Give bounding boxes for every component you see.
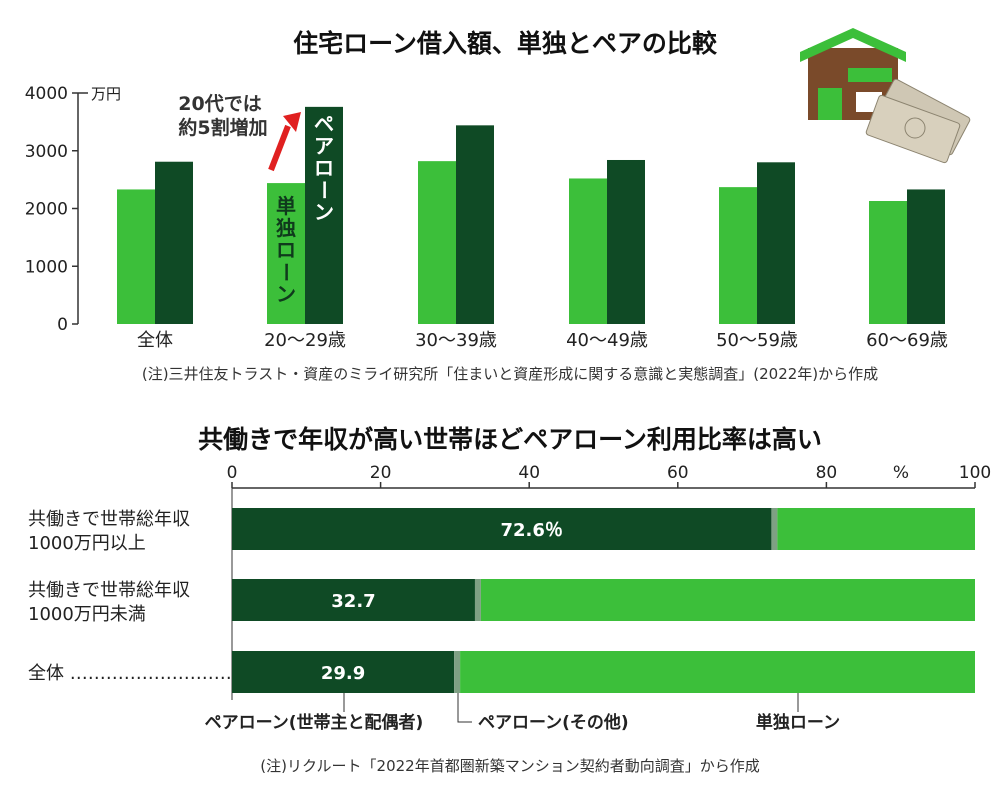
bar-pair-other [771,508,778,550]
banknote-seal [904,117,926,139]
annotation-line2: 約5割増加 [178,116,267,139]
x-category-label: 40～49歳 [566,330,648,351]
bar-single-loan [267,183,305,324]
series-label-char: ー [312,180,336,200]
x-tick-label: 0 [227,463,238,483]
row-label: 共働きで世帯総年収 [28,509,190,530]
bar-pair-loan [757,162,795,324]
series-label-char: ロ [314,156,334,180]
bar-single-loan [117,189,155,324]
bar-value-label: 29.9 [321,663,365,684]
series-label-single: 単独ローン [274,194,298,306]
bar-value-label: 32.7 [331,591,375,612]
chart2-source-note: (注)リクルート「2022年首都圏新築マンション契約者動向調査」から作成 [260,757,759,775]
house-roof [800,28,906,62]
y-tick-label: 0 [57,315,68,335]
x-category-label: 20～29歳 [264,330,346,351]
row-label: 全体 ……………………… [28,663,232,684]
bar-pair-loan [456,125,494,324]
series-label-pair: ペアローン [312,112,336,224]
chart1-axes: 4000 3000 2000 1000 0 万円 [25,84,121,335]
bar-pair-other [474,579,481,621]
bar-single-loan [418,161,456,324]
chart2-axes: 0 20 40 60 80 100% [227,463,991,700]
annotation-arrow-head [283,112,301,132]
banknotes-icon [865,78,971,164]
x-category-label: 50～59歳 [716,330,798,351]
bar-single-loan [869,200,907,324]
bar-value-label: 72.6％ [500,520,562,541]
x-tick-label: 80 [816,463,838,483]
legend-single: 単独ローン [756,712,840,733]
series-label-char: 単 [276,194,296,218]
series-label-char: ロ [276,238,296,262]
bar-single [480,579,975,621]
x-category-label: 全体 [137,330,173,351]
row-label: 共働きで世帯総年収 [28,580,190,601]
annotation-arrow-shaft [268,124,291,172]
y-unit-label: 万円 [91,85,121,103]
x-tick-label: 60 [667,463,689,483]
annotation-line1: 20代では [178,93,261,115]
legend-leader-pair-other [457,693,472,723]
legend-pair-other: ペアローン(その他) [478,712,629,733]
bar-pair-main [232,651,455,693]
banknote [865,94,961,164]
x-tick-label: 20 [370,463,392,483]
row-label: 1000万円未満 [28,604,146,625]
bar-pair-main [232,579,475,621]
legend-pair-main: ペアローン(世帯主と配偶者) [205,712,424,733]
bar-pair-other [454,651,461,693]
series-label-char: ン [276,282,296,306]
x-category-label: 60～69歳 [866,330,948,351]
bar-single [460,651,975,693]
chart1-title: 住宅ローン借入額、単独とペアの比較 [293,29,718,58]
y-tick-label: 1000 [25,257,68,277]
house-balcony [848,68,892,82]
house-door [818,88,842,120]
row-label: 1000万円以上 [28,533,146,554]
y-tick-label: 4000 [25,84,68,104]
bar-pair-loan [607,159,645,324]
series-label-char: ペ [314,112,334,136]
bar-single-loan [569,178,607,324]
x-category-label: 30～39歳 [415,330,497,351]
chart1-x-labels: 全体 20～29歳 30～39歳 40～49歳 50～59歳 60～69歳 [137,330,948,351]
series-label-char: 独 [276,216,296,240]
chart2-legend: ペアローン(世帯主と配偶者) ペアローン(その他) 単独ローン [205,693,840,733]
series-label-char: ア [314,134,334,158]
chart2-title: 共働きで年収が高い世帯ほどペアローン利用比率は高い [198,425,822,454]
bar-pair-loan [155,161,193,324]
x-unit-label: % [893,463,909,483]
bar-single-loan [719,187,757,324]
x-tick-label: 100 [959,463,991,483]
bar-pair-loan [907,189,945,324]
bar-pair-main [232,508,772,550]
y-tick-label: 3000 [25,142,68,162]
y-tick-label: 2000 [25,200,68,220]
x-tick-label: 40 [518,463,540,483]
bar-single [777,508,975,550]
chart2-bars: 72.6％ 共働きで世帯総年収 1000万円以上 32.7 共働きで世帯総年収 1000万… [28,508,975,693]
bar-pair-loan [305,106,343,324]
chart1-source-note: (注)三井住友トラスト・資産のミライ研究所「住まいと資産形成に関する意識と実態調… [142,365,878,383]
series-label-char: ー [274,262,298,282]
series-label-char: ン [314,200,334,224]
